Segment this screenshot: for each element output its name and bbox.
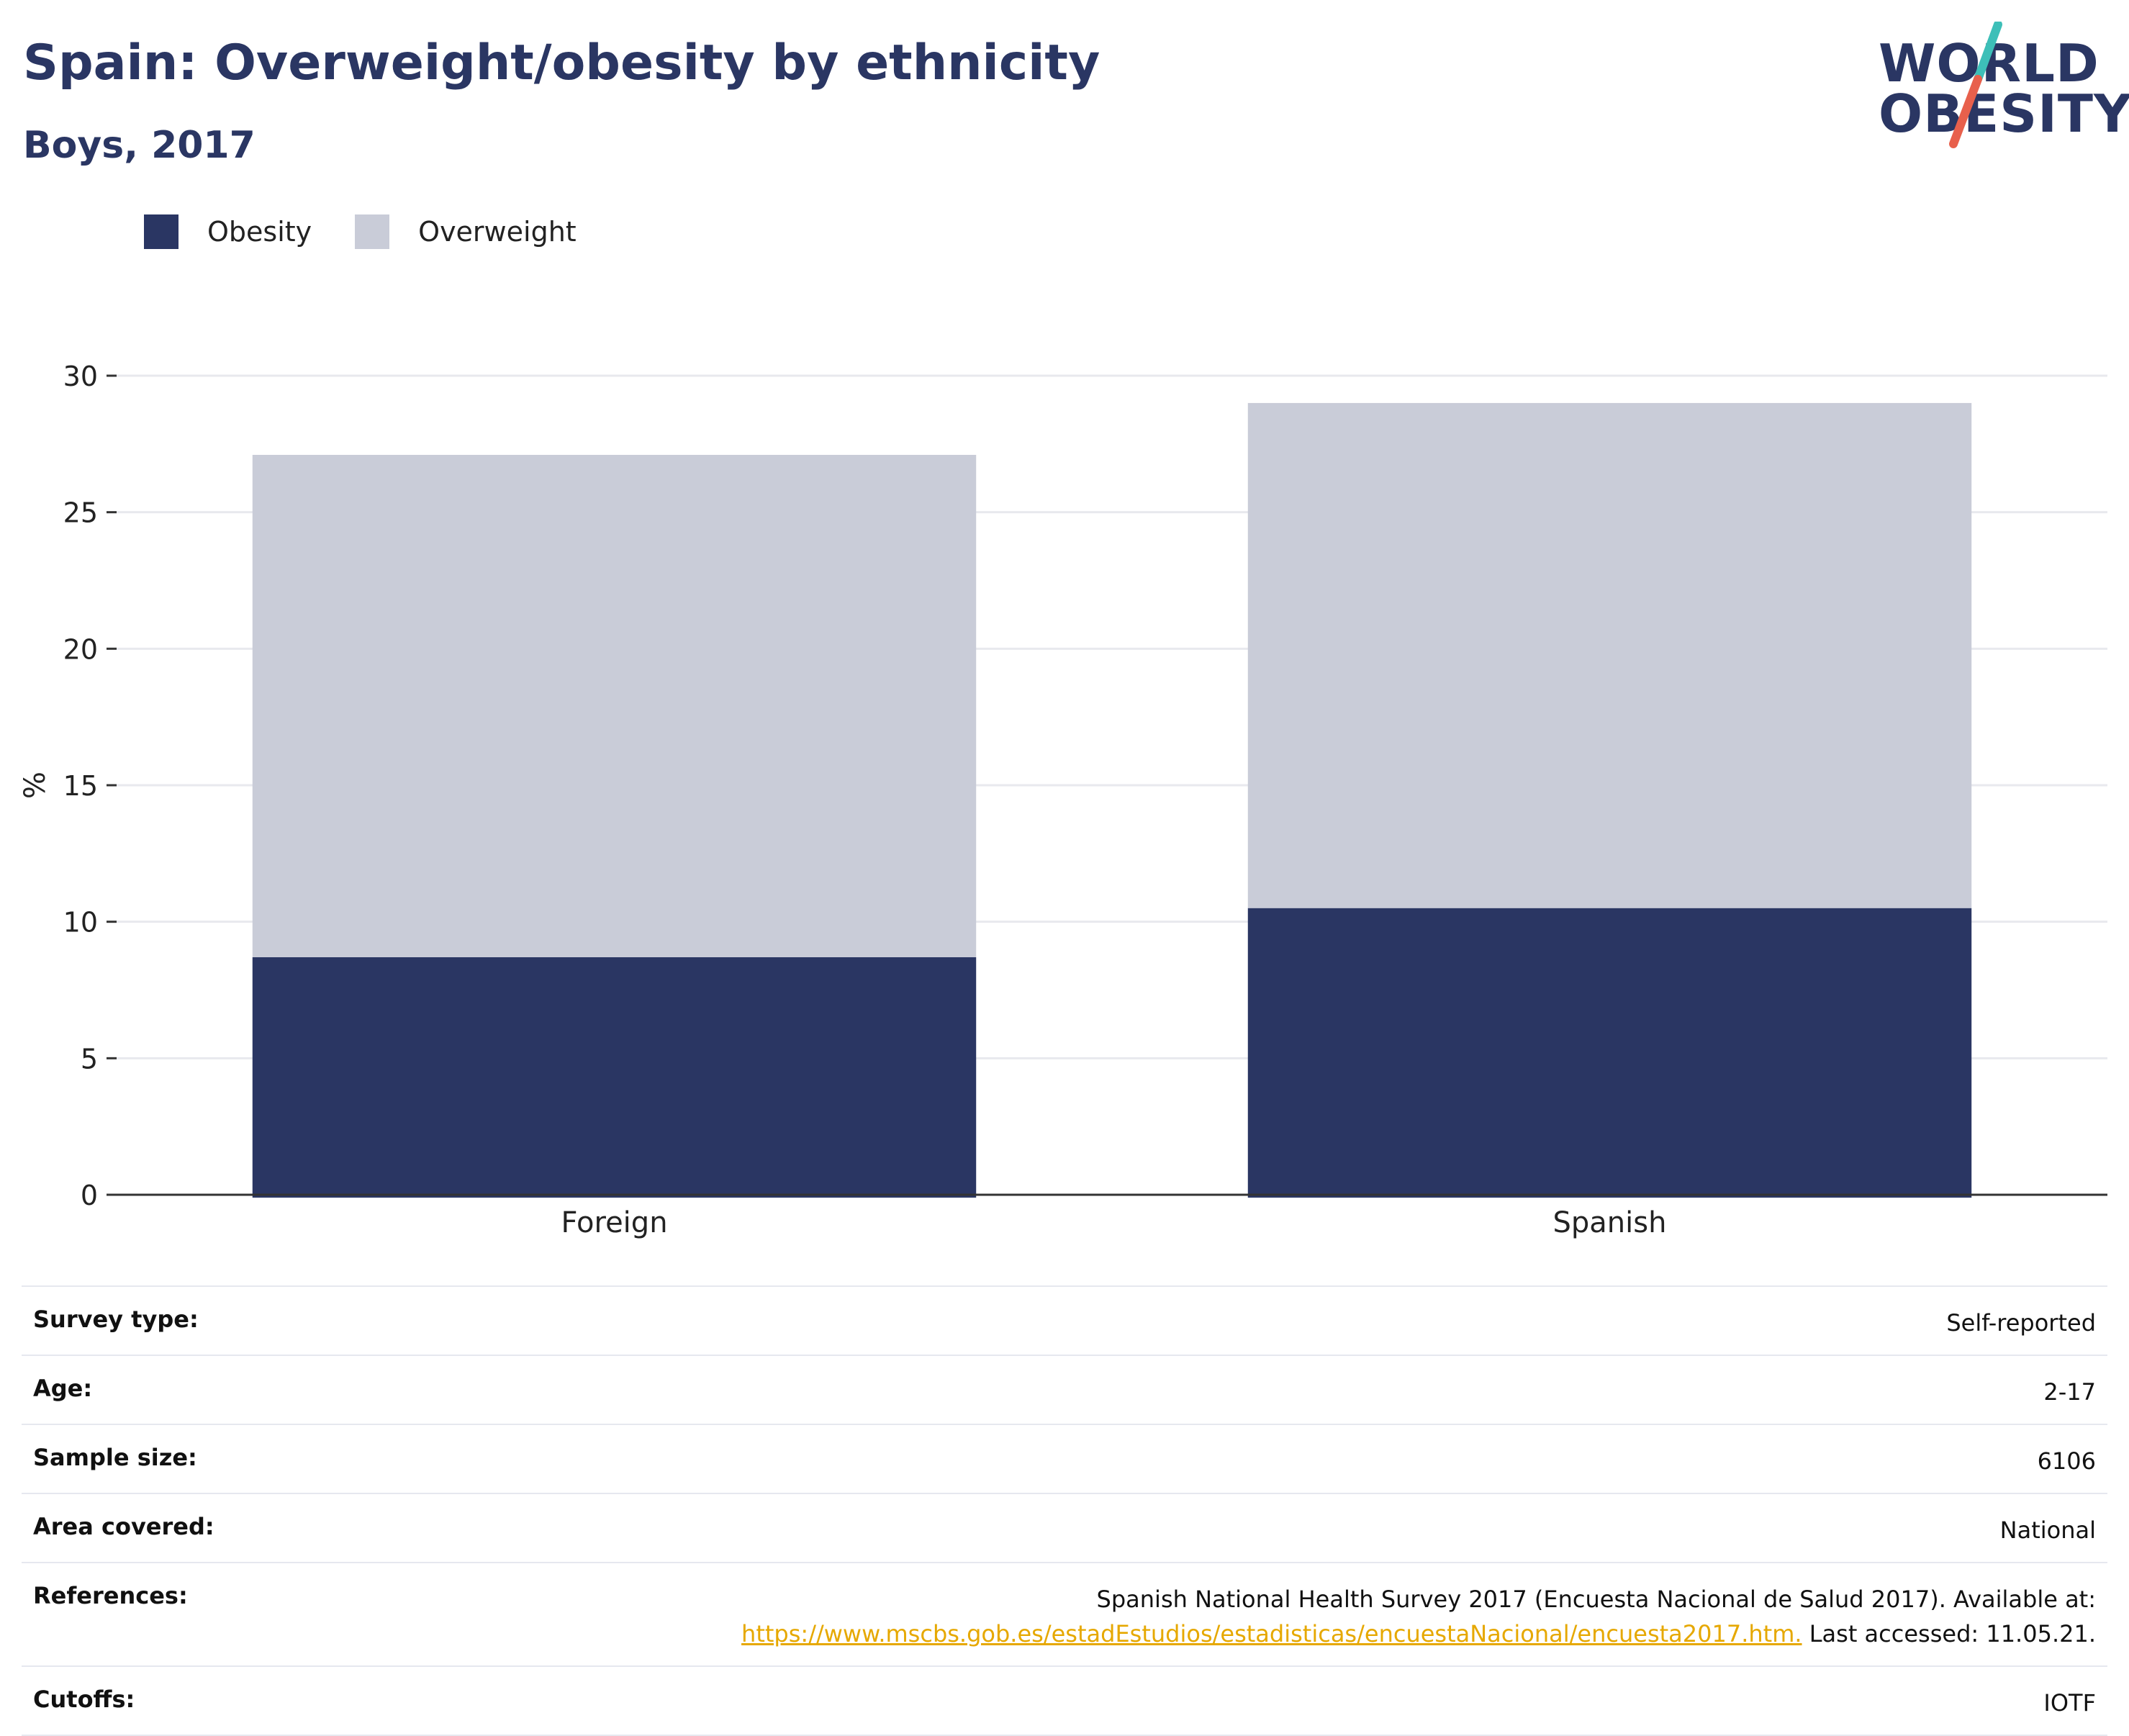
chart-legend: Obesity Overweight (144, 214, 620, 249)
info-value: IOTF (2043, 1689, 2096, 1717)
info-value: 6106 (2037, 1447, 2096, 1475)
y-tick-label: 10 (63, 907, 98, 939)
legend-swatch-obesity (144, 214, 178, 249)
bar-overweight-spanish[interactable] (1247, 402, 1972, 908)
info-label: Area covered: (33, 1513, 214, 1540)
info-value: National (1999, 1516, 2096, 1544)
x-tick-label: Foreign (561, 1206, 667, 1239)
info-label: Sample size: (33, 1444, 197, 1471)
y-tick-label: 15 (63, 770, 98, 802)
info-row-survey-type: Survey type: Self-reported (22, 1285, 2107, 1355)
references-text: Spanish National Health Survey 2017 (Enc… (1096, 1586, 2096, 1613)
legend-swatch-overweight (355, 214, 390, 249)
survey-info-table: Survey type: Self-reported Age: 2-17 Sam… (22, 1285, 2107, 1736)
info-row-age: Age: 2-17 (22, 1355, 2107, 1424)
bar-obesity-foreign[interactable] (252, 957, 977, 1198)
y-tick-label: 25 (63, 497, 98, 529)
info-row-area-covered: Area covered: National (22, 1493, 2107, 1562)
chart-subtitle: Boys, 2017 (23, 124, 256, 167)
axes: 0 5 10 15 20 25 30 Foreign Spanish (63, 361, 2107, 1239)
legend-item-overweight[interactable]: Overweight (355, 214, 577, 249)
info-label: Cutoffs: (33, 1686, 135, 1713)
stacked-bar-chart: 0 5 10 15 20 25 30 Foreign Spanish % (19, 361, 2107, 1239)
y-axis-label: % (19, 772, 52, 799)
legend-label-overweight: Overweight (418, 216, 577, 248)
info-row-cutoffs: Cutoffs: IOTF (22, 1665, 2107, 1736)
info-value: 2-17 (2043, 1378, 2096, 1406)
bars (252, 402, 1972, 1198)
info-label: References: (33, 1582, 188, 1609)
legend-item-obesity[interactable]: Obesity (144, 214, 312, 249)
y-tick-label: 0 (81, 1180, 98, 1211)
logo-slash-icon (1949, 22, 2002, 148)
references-link[interactable]: https://www.mscbs.gob.es/estadEstudios/e… (741, 1620, 1802, 1647)
y-tick-label: 5 (81, 1043, 98, 1075)
legend-label-obesity: Obesity (207, 216, 312, 248)
info-value: Self-reported (1946, 1309, 2096, 1337)
bar-obesity-spanish[interactable] (1247, 908, 1972, 1198)
y-tick-label: 30 (63, 361, 98, 392)
references-value: Spanish National Health Survey 2017 (Enc… (741, 1582, 2096, 1651)
logo-word-obesity: OBESITY (1879, 83, 2129, 144)
info-row-references: References: Spanish National Health Surv… (22, 1562, 2107, 1665)
world-obesity-logo: WORLD OBESITY (1879, 22, 2129, 151)
info-row-sample-size: Sample size: 6106 (22, 1424, 2107, 1493)
info-label: Age: (33, 1375, 93, 1402)
references-suffix: Last accessed: 11.05.21. (1802, 1620, 2096, 1647)
chart-title: Spain: Overweight/obesity by ethnicity (23, 35, 1100, 91)
x-tick-label: Spanish (1553, 1206, 1667, 1239)
info-label: Survey type: (33, 1306, 199, 1333)
bar-overweight-foreign[interactable] (252, 455, 977, 957)
y-tick-label: 20 (63, 633, 98, 665)
